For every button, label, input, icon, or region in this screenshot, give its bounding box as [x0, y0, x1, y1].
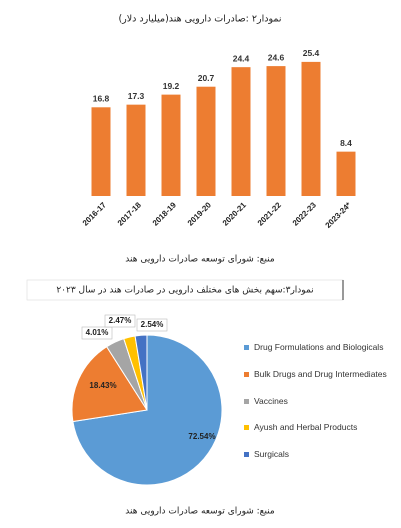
- legend-entry: Ayush and Herbal Products: [244, 422, 394, 432]
- bar: [301, 61, 321, 196]
- x-tick-label: 2016-17: [81, 200, 109, 228]
- data-label: 72.54%: [188, 432, 215, 441]
- legend-swatch: [244, 452, 249, 457]
- legend-entry: Bulk Drugs and Drug Intermediates: [244, 369, 394, 379]
- bar-chart-title: نمودار۲ :صادرات دارویی هند(میلیارد دلار): [118, 14, 281, 25]
- legend-entry: Vaccines: [244, 396, 394, 406]
- data-label: 2.54%: [141, 320, 164, 329]
- pie-chart-title: نمودار۳:سهم بخش های مختلف دارویی در صادر…: [56, 286, 313, 296]
- legend-label: Bulk Drugs and Drug Intermediates: [254, 369, 387, 379]
- bar: [196, 86, 216, 196]
- data-label: 4.01%: [86, 328, 109, 337]
- x-tick-label: 2020-21: [221, 200, 249, 228]
- label-box: [81, 326, 113, 340]
- data-label: 16.8: [93, 94, 110, 104]
- legend-swatch: [244, 425, 249, 430]
- legend-label: Drug Formulations and Biologicals: [254, 342, 384, 352]
- pie-slice: [71, 346, 148, 423]
- label-box: [136, 318, 168, 332]
- bar: [266, 66, 286, 196]
- data-label: 25.4: [303, 48, 320, 58]
- x-tick-label: 2018-19: [151, 200, 179, 228]
- bar: [126, 104, 146, 196]
- data-label: 17.3: [128, 91, 145, 101]
- x-tick-label: 2023-24*: [324, 200, 354, 230]
- data-label: 2.47%: [109, 316, 132, 325]
- bar-chart-source: منبع: شورای توسعه صادرات دارویی هند: [125, 255, 275, 265]
- data-label: 19.2: [163, 81, 180, 91]
- bar: [336, 151, 356, 196]
- legend-swatch: [244, 399, 249, 404]
- x-tick-label: 2022-23: [291, 200, 319, 228]
- data-label: 20.7: [198, 73, 215, 83]
- label-box: [104, 314, 136, 328]
- pie-slice: [134, 334, 148, 411]
- data-label: 8.4: [340, 138, 352, 148]
- legend-label: Vaccines: [254, 396, 288, 406]
- legend-swatch: [244, 345, 249, 350]
- x-tick-label: 2019-20: [186, 200, 214, 228]
- x-tick-label: 2021-22: [256, 200, 284, 228]
- bar: [231, 67, 251, 196]
- data-label: 24.6: [268, 52, 285, 62]
- bar: [161, 94, 181, 196]
- legend-label: Ayush and Herbal Products: [254, 422, 358, 432]
- legend-entry: Surgicals: [244, 449, 394, 459]
- legend-label: Surgicals: [254, 449, 289, 459]
- legend-entry: Drug Formulations and Biologicals: [244, 342, 394, 352]
- x-tick-label: 2017-18: [116, 200, 144, 228]
- data-label: 18.43%: [89, 381, 116, 390]
- data-label: 24.4: [233, 53, 250, 63]
- pie-chart-source: منبع: شورای توسعه صادرات دارویی هند: [125, 507, 275, 517]
- legend-swatch: [244, 372, 249, 377]
- bar: [91, 107, 111, 196]
